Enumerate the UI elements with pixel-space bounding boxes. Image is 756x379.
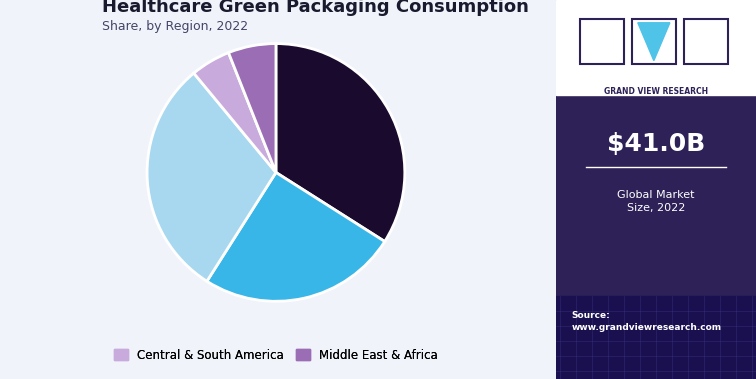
Text: Global Market
Size, 2022: Global Market Size, 2022 xyxy=(617,190,695,213)
Text: $41.0B: $41.0B xyxy=(607,132,705,156)
Wedge shape xyxy=(147,73,276,281)
Bar xyxy=(580,19,624,64)
Wedge shape xyxy=(194,53,276,172)
Text: Share, by Region, 2022: Share, by Region, 2022 xyxy=(102,20,248,33)
Bar xyxy=(632,19,676,64)
Bar xyxy=(556,296,756,379)
Bar xyxy=(556,0,756,95)
Wedge shape xyxy=(207,172,385,301)
Polygon shape xyxy=(638,23,670,61)
Wedge shape xyxy=(276,44,404,241)
Bar xyxy=(684,19,728,64)
Bar xyxy=(684,19,728,64)
Text: Healthcare Green Packaging Consumption: Healthcare Green Packaging Consumption xyxy=(102,0,529,16)
Bar xyxy=(632,19,676,64)
Text: GRAND VIEW RESEARCH: GRAND VIEW RESEARCH xyxy=(604,87,708,96)
Text: Source:
www.grandviewresearch.com: Source: www.grandviewresearch.com xyxy=(572,311,722,332)
Bar xyxy=(580,19,624,64)
Legend: Central & South America, Middle East & Africa: Central & South America, Middle East & A… xyxy=(109,344,443,366)
Wedge shape xyxy=(228,44,276,172)
